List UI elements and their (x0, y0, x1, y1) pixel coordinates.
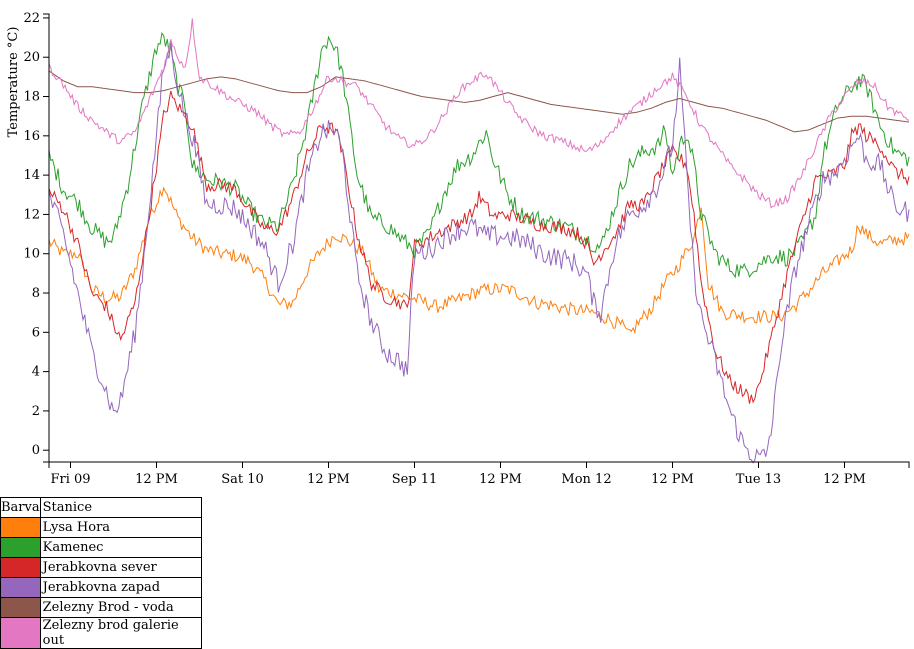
legend-swatch (0, 617, 41, 649)
x-tick: Mon 12 (561, 462, 612, 487)
x-tick-label: Tue 13 (736, 472, 781, 487)
y-tick: 22 (23, 11, 49, 26)
y-tick-label: 0 (32, 443, 40, 458)
y-tick: 18 (23, 90, 49, 105)
legend-station-name: Zelezny brod galerie out (39, 617, 202, 649)
legend-swatch (0, 557, 41, 578)
x-tick: Sep 11 (392, 462, 438, 487)
x-tick: 12 PM (479, 462, 522, 487)
x-tick: 12 PM (823, 462, 866, 487)
y-tick-label: 22 (23, 11, 40, 26)
x-axis: Fri 09 12 PM Sat 10 12 PM Sep 11 12 PM Mon 12 1… (48, 461, 910, 487)
y-tick-label: 18 (23, 90, 40, 105)
legend-station-name: Jerabkovna sever (39, 557, 202, 578)
y-tick-label: 10 (23, 247, 40, 262)
x-tick-label: 12 PM (135, 472, 178, 487)
y-axis-line (43, 13, 50, 463)
legend-header-color: Barva (0, 497, 41, 518)
x-tick: 12 PM (651, 462, 694, 487)
legend-row: Jerabkovna sever (0, 557, 202, 578)
y-tick: 2 (32, 404, 49, 419)
y-tick: 6 (32, 325, 49, 340)
legend-swatch (0, 597, 41, 618)
y-tick-label: 6 (32, 325, 40, 340)
y-tick: 14 (23, 168, 49, 183)
legend-table: Barva Stanice Lysa Hora Kamenec Jerabkov… (0, 497, 202, 649)
legend-station-name: Zelezny Brod - voda (39, 597, 202, 618)
y-tick-label: 8 (32, 286, 40, 301)
x-tick-label: Sep 11 (392, 472, 438, 487)
series-line-kamenec (48, 31, 910, 279)
series-lines (48, 18, 910, 464)
x-tick: Sat 10 (221, 462, 264, 487)
x-axis-line (48, 461, 910, 468)
legend-row: Lysa Hora (0, 517, 202, 538)
series-line-zelezny-brod-galerie-out (48, 18, 910, 209)
y-tick: 4 (32, 365, 49, 380)
y-tick: 16 (23, 129, 49, 144)
x-tick-label: Fri 09 (50, 472, 90, 487)
x-tick: Fri 09 (50, 462, 91, 487)
x-tick-label: Sat 10 (221, 472, 264, 487)
x-tick: 12 PM (307, 462, 350, 487)
y-tick-label: 16 (23, 129, 40, 144)
x-tick: 12 PM (135, 462, 178, 487)
legend-station-name: Jerabkovna zapad (39, 577, 202, 598)
y-tick-label: 20 (23, 50, 40, 65)
y-axis-label: Temperature °C) (6, 27, 21, 138)
legend-header-station: Stanice (39, 497, 202, 518)
temperature-line-chart: 0 2 4 6 8 10 12 14 16 18 20 22 Fri 09 12 PM Sat 10 12 … (6, 11, 910, 487)
x-tick-label: 12 PM (307, 472, 350, 487)
series-line-lysa-hora (48, 186, 910, 335)
legend-row: Jerabkovna zapad (0, 577, 202, 598)
legend-station-name: Lysa Hora (39, 517, 202, 538)
y-tick-label: 2 (32, 404, 40, 419)
y-tick-label: 12 (23, 207, 40, 222)
legend-station-name: Kamenec (39, 537, 202, 558)
x-tick-label: 12 PM (651, 472, 694, 487)
legend-swatch (0, 537, 41, 558)
legend-swatch (0, 577, 41, 598)
series-line-jerabkovna-zapad (48, 40, 910, 464)
legend-row: Kamenec (0, 537, 202, 558)
y-tick: 8 (32, 286, 49, 301)
legend-swatch (0, 517, 41, 538)
series-line-jerabkovna-sever (48, 90, 910, 404)
legend-row: Zelezny Brod - voda (0, 597, 202, 618)
legend-header-row: Barva Stanice (0, 497, 202, 518)
y-tick: 20 (23, 50, 49, 65)
y-tick-label: 14 (23, 168, 40, 183)
x-tick-label: Mon 12 (561, 472, 611, 487)
series-line-zelezny-brod-voda (48, 70, 910, 133)
y-tick: 12 (23, 207, 49, 222)
x-tick-label: 12 PM (479, 472, 522, 487)
y-tick-label: 4 (32, 365, 40, 380)
x-tick: Tue 13 (736, 462, 781, 487)
x-tick-label: 12 PM (823, 472, 866, 487)
y-tick: 0 (32, 443, 49, 458)
y-tick: 10 (23, 247, 49, 262)
y-axis: 0 2 4 6 8 10 12 14 16 18 20 22 (23, 11, 50, 463)
legend-row: Zelezny brod galerie out (0, 617, 202, 649)
